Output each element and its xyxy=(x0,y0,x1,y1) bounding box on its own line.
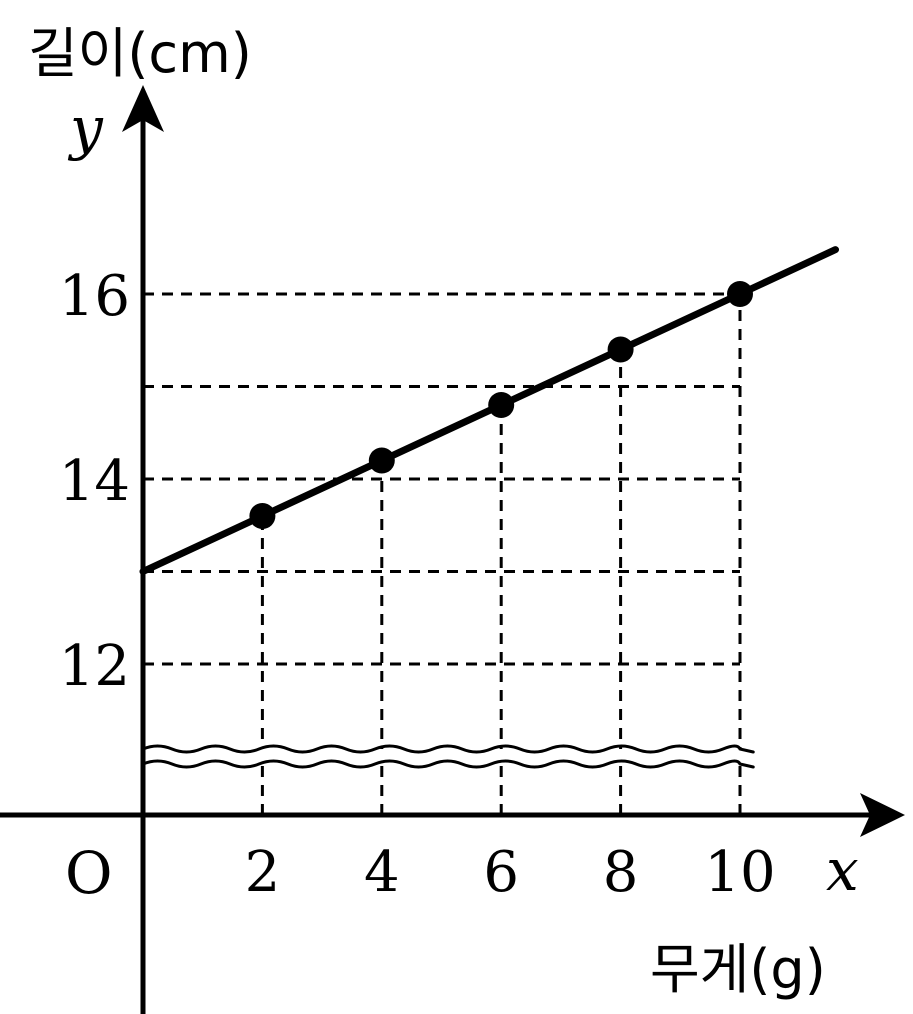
data-point xyxy=(249,503,276,529)
x-tick-label: 4 xyxy=(364,840,400,905)
axis-break-wave-top xyxy=(142,744,755,754)
y-axis-arrow xyxy=(122,85,164,132)
dashed-guides xyxy=(143,292,742,815)
origin-label: O xyxy=(65,839,113,907)
y-tick-label: 16 xyxy=(59,264,130,329)
x-tick-label: 6 xyxy=(483,840,519,905)
y-axis-symbol: y xyxy=(67,94,104,162)
x-axis-arrow xyxy=(860,793,905,837)
x-axis-symbol: x xyxy=(826,836,859,904)
tick-labels: 2 4 6 8 10 12 14 16 xyxy=(59,264,776,905)
data-point xyxy=(488,392,515,418)
x-tick-label: 8 xyxy=(603,840,639,905)
data-point xyxy=(607,336,634,363)
x-tick-label: 2 xyxy=(245,840,281,905)
data-point xyxy=(727,281,753,307)
x-axis-title: 무게(g) xyxy=(650,938,826,1001)
data-series xyxy=(139,246,840,575)
y-tick-label: 14 xyxy=(59,449,130,514)
y-axis-title: 길이(cm) xyxy=(28,22,252,85)
data-point xyxy=(368,447,395,474)
axis-break-wave-bottom xyxy=(142,759,755,769)
y-tick-label: 12 xyxy=(59,634,130,699)
axis-break-symbol xyxy=(142,744,755,769)
x-tick-label: 10 xyxy=(704,840,775,905)
